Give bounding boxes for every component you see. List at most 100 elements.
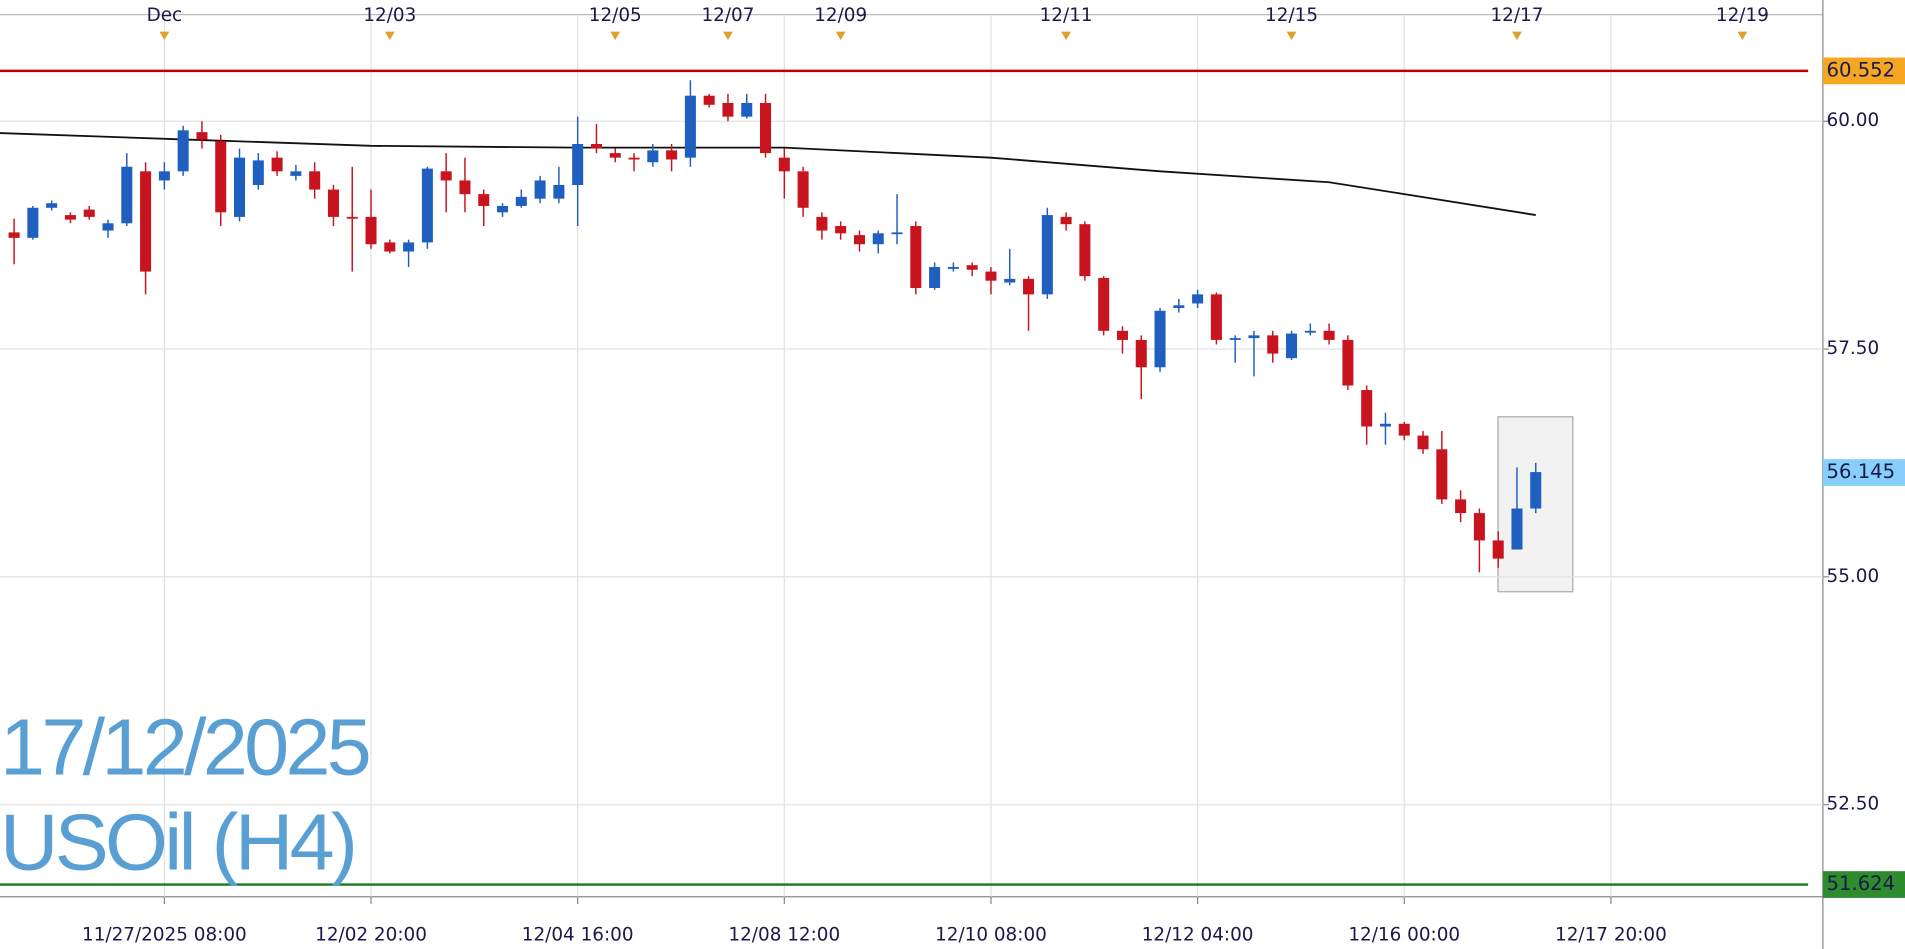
highlight-box [1497, 416, 1574, 593]
top-tick-marker [384, 31, 395, 41]
watermark-symbol: USOil (H4) [0, 798, 354, 888]
candle-body [1530, 472, 1542, 509]
candle-body [309, 171, 321, 190]
candle-body [853, 235, 865, 245]
candle-body [27, 207, 39, 238]
top-tick-label: Dec [147, 5, 183, 26]
candle-body [666, 150, 678, 160]
top-tick-marker [159, 31, 170, 41]
candle-body [1173, 305, 1185, 309]
x-tick-label: 12/16 00:00 [1348, 925, 1460, 946]
candle-body [1116, 330, 1128, 340]
candle-body [910, 226, 922, 288]
candle-body [1060, 216, 1072, 225]
candle-body [1079, 224, 1091, 277]
candle-body [1248, 335, 1260, 339]
level-label: 51.624 [1827, 872, 1896, 895]
y-tick-label: 57.50 [1827, 338, 1880, 359]
candle-body [1098, 277, 1110, 331]
level-label-bg [1822, 871, 1905, 898]
candle-body [778, 157, 790, 172]
candle-body [628, 157, 640, 160]
candle-body [346, 216, 358, 219]
candle-body [1135, 339, 1147, 368]
top-tick-label: 12/17 [1490, 5, 1543, 26]
candle-body [1398, 423, 1410, 436]
candle-body [459, 180, 471, 195]
candle-body [327, 189, 339, 217]
candle-body [215, 141, 227, 213]
candle-body [1004, 278, 1016, 283]
candle-body [703, 95, 715, 105]
candle-body [1267, 335, 1279, 354]
candle-body [121, 166, 133, 224]
moving-average [0, 132, 1536, 216]
candle-body [722, 102, 734, 117]
candle-body [177, 130, 189, 172]
y-tick-label: 55.00 [1827, 566, 1880, 587]
candle-body [590, 143, 602, 149]
candle-body [741, 102, 753, 117]
candle-body [534, 180, 546, 199]
x-tick-label: 12/04 16:00 [522, 925, 634, 946]
y-tick-label: 52.50 [1827, 794, 1880, 815]
top-tick-label: 12/19 [1716, 5, 1769, 26]
candle-body [1286, 333, 1298, 359]
candle-body [985, 271, 997, 281]
candle-body [966, 265, 978, 270]
candle-body [1210, 294, 1222, 340]
top-tick-label: 12/03 [363, 5, 416, 26]
candle-body [478, 194, 490, 206]
candle-body [684, 95, 696, 158]
y-tick-label: 60.00 [1827, 110, 1880, 131]
candle-body [102, 223, 114, 231]
candle-body [929, 267, 941, 288]
candle-body [1492, 540, 1504, 559]
candle-body [1192, 294, 1204, 304]
candle-body [760, 102, 772, 154]
plot: 60.00 57.50 55.00 52.50 11/27/2025 08:00 12/0… [0, 5, 1905, 946]
candle-body [947, 267, 959, 269]
candle-body [1304, 330, 1316, 333]
watermark-date: 17/12/2025 [0, 703, 369, 793]
candle-body [1361, 390, 1373, 427]
level-label: 60.552 [1827, 58, 1896, 81]
candle-body [1436, 449, 1448, 500]
candle-body [1417, 435, 1429, 450]
candle-body [609, 153, 621, 158]
candle-body [553, 185, 565, 199]
candle-body [797, 171, 809, 208]
candle-body [1511, 508, 1523, 550]
top-tick-marker [835, 31, 846, 41]
top-tick-marker [610, 31, 621, 41]
top-tick-label: 12/11 [1040, 5, 1093, 26]
candle-body [365, 216, 377, 245]
candle-body [290, 171, 302, 176]
candle-body [234, 157, 246, 217]
top-tick-marker [723, 31, 733, 41]
candle-body [64, 215, 76, 220]
candle-body [1154, 310, 1166, 368]
last-price-label: 56.145 [1827, 460, 1896, 483]
candle-body [1041, 215, 1053, 295]
top-tick-marker [1512, 31, 1522, 41]
candle-body [8, 232, 20, 238]
top-tick-marker [1286, 31, 1297, 41]
level-label-bg [1822, 57, 1905, 85]
x-tick-label: 12/10 08:00 [935, 925, 1047, 946]
x-tick-label: 12/12 04:00 [1142, 925, 1254, 946]
candle-body [140, 171, 152, 272]
top-tick-label: 12/05 [589, 5, 642, 26]
candle-body [271, 157, 283, 172]
top-tick-label: 12/09 [814, 5, 867, 26]
top-tick-label: 12/07 [701, 5, 754, 26]
candle-body [816, 216, 828, 231]
candle-body [572, 143, 584, 186]
candle-body [252, 160, 264, 186]
candle-body [1342, 339, 1354, 386]
x-tick-label: 12/02 20:00 [315, 925, 427, 946]
candle-body [515, 196, 527, 206]
candle-body [891, 232, 903, 235]
